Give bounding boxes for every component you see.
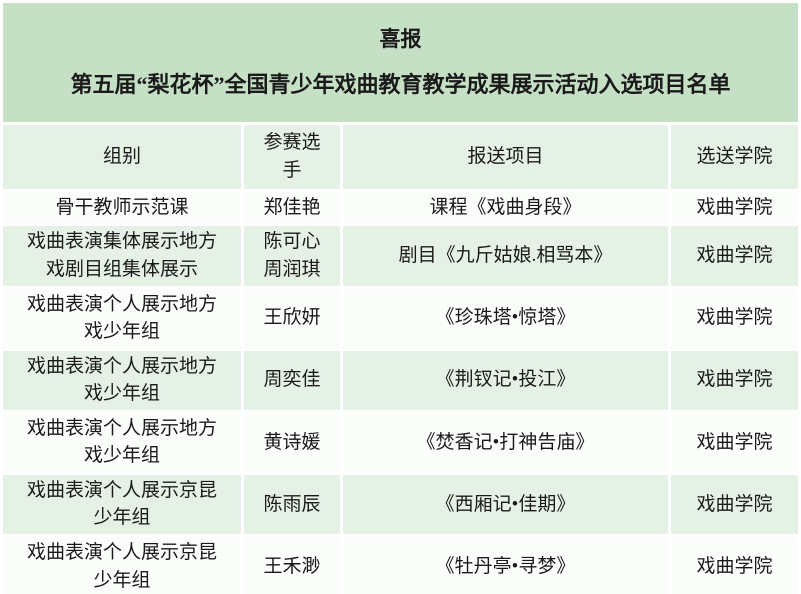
cell-contestant: 黄诗媛 — [244, 412, 340, 472]
column-header: 组别 — [3, 124, 241, 189]
table-title: 喜报 — [379, 27, 422, 51]
cell-group: 戏曲表演个人展示地方 戏少年组 — [3, 350, 241, 410]
table-row: 戏曲表演个人展示京昆 少年组 王禾渺 《牡丹亭•寻梦》 戏曲学院 — [3, 536, 799, 594]
table-row: 戏曲表演个人展示京昆 少年组 陈雨辰 《西厢记•佳期》 戏曲学院 — [3, 474, 799, 534]
cell-college: 戏曲学院 — [671, 536, 799, 594]
cell-project: 《西厢记•佳期》 — [343, 474, 668, 534]
column-header: 选送学院 — [671, 124, 799, 189]
title-band: 喜报 第五届“梨花杯”全国青少年戏曲教育教学成果展示活动入选项目名单 — [3, 3, 799, 122]
column-header-row: 组别 参赛选 手报送项目 选送学院 — [3, 124, 799, 189]
table-row: 戏曲表演个人展示地方 戏少年组 周奕佳 《荆钗记•投江》 戏曲学院 — [3, 350, 799, 410]
column-header: 报送项目 — [343, 124, 668, 189]
cell-contestant: 王欣妍 — [244, 288, 340, 348]
cell-contestant: 陈雨辰 — [244, 474, 340, 534]
cell-group: 骨干教师示范课 — [3, 191, 241, 224]
cell-contestant: 王禾渺 — [244, 536, 340, 594]
cell-project: 《珍珠塔•惊塔》 — [343, 288, 668, 348]
cell-project: 《牡丹亭•寻梦》 — [343, 536, 668, 594]
cell-project: 剧目《九斤姑娘.相骂本》 — [343, 226, 668, 286]
cell-college: 戏曲学院 — [671, 191, 799, 224]
table-row: 戏曲表演个人展示地方 戏少年组 黄诗媛 《焚香记•打神告庙》 戏曲学院 — [3, 412, 799, 472]
table-row: 戏曲表演个人展示地方 戏少年组 王欣妍 《珍珠塔•惊塔》 戏曲学院 — [3, 288, 799, 348]
cell-contestant: 陈可心 周润琪 — [244, 226, 340, 286]
cell-contestant: 周奕佳 — [244, 350, 340, 410]
cell-college: 戏曲学院 — [671, 412, 799, 472]
cell-contestant: 郑佳艳 — [244, 191, 340, 224]
table-row: 骨干教师示范课 郑佳艳 课程《戏曲身段》 戏曲学院 — [3, 191, 799, 224]
cell-college: 戏曲学院 — [671, 474, 799, 534]
cell-college: 戏曲学院 — [671, 226, 799, 286]
cell-group: 戏曲表演个人展示京昆 少年组 — [3, 536, 241, 594]
cell-group: 戏曲表演个人展示京昆 少年组 — [3, 474, 241, 534]
table-row: 戏曲表演集体展示地方 戏剧目组集体展示 陈可心 周润琪 剧目《九斤姑娘.相骂本》… — [3, 226, 799, 286]
title-row: 喜报 第五届“梨花杯”全国青少年戏曲教育教学成果展示活动入选项目名单 — [3, 3, 799, 122]
cell-college: 戏曲学院 — [671, 288, 799, 348]
cell-project: 《荆钗记•投江》 — [343, 350, 668, 410]
cell-group: 戏曲表演个人展示地方 戏少年组 — [3, 288, 241, 348]
table-subtitle: 第五届“梨花杯”全国青少年戏曲教育教学成果展示活动入选项目名单 — [70, 72, 731, 98]
column-header: 参赛选 手 — [244, 124, 340, 189]
cell-project: 《焚香记•打神告庙》 — [343, 412, 668, 472]
cell-project: 课程《戏曲身段》 — [343, 191, 668, 224]
cell-college: 戏曲学院 — [671, 350, 799, 410]
cell-group: 戏曲表演个人展示地方 戏少年组 — [3, 412, 241, 472]
cell-group: 戏曲表演集体展示地方 戏剧目组集体展示 — [3, 226, 241, 286]
